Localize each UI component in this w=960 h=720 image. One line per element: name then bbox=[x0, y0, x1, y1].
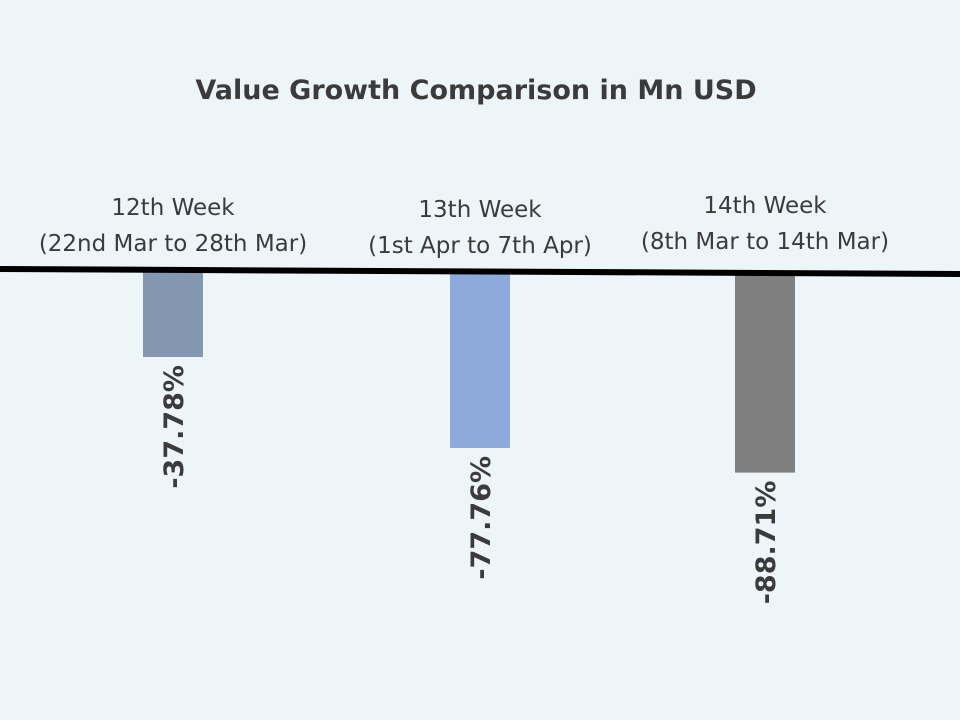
category-label-3-dates: (8th Mar to 14th Mar) bbox=[641, 229, 889, 255]
bar-2 bbox=[450, 273, 510, 448]
bar-1 bbox=[143, 272, 203, 358]
zero-axis-line bbox=[0, 266, 960, 277]
category-label-1-dates: (22nd Mar to 28th Mar) bbox=[39, 231, 307, 257]
category-label-2-week: 13th Week bbox=[418, 197, 542, 223]
bar-3 bbox=[735, 273, 795, 473]
bars-group: 12th Week (22nd Mar to 28th Mar) -37.78% 13… bbox=[39, 193, 889, 604]
category-label-1-week: 12th Week bbox=[111, 195, 235, 221]
chart-title: Value Growth Comparison in Mn USD bbox=[195, 75, 756, 106]
value-label-2: -77.76% bbox=[466, 456, 497, 580]
value-label-3: -88.71% bbox=[751, 481, 782, 605]
value-label-1: -37.78% bbox=[159, 365, 190, 489]
category-label-3-week: 14th Week bbox=[703, 193, 827, 219]
category-label-2-dates: (1st Apr to 7th Apr) bbox=[368, 233, 592, 259]
